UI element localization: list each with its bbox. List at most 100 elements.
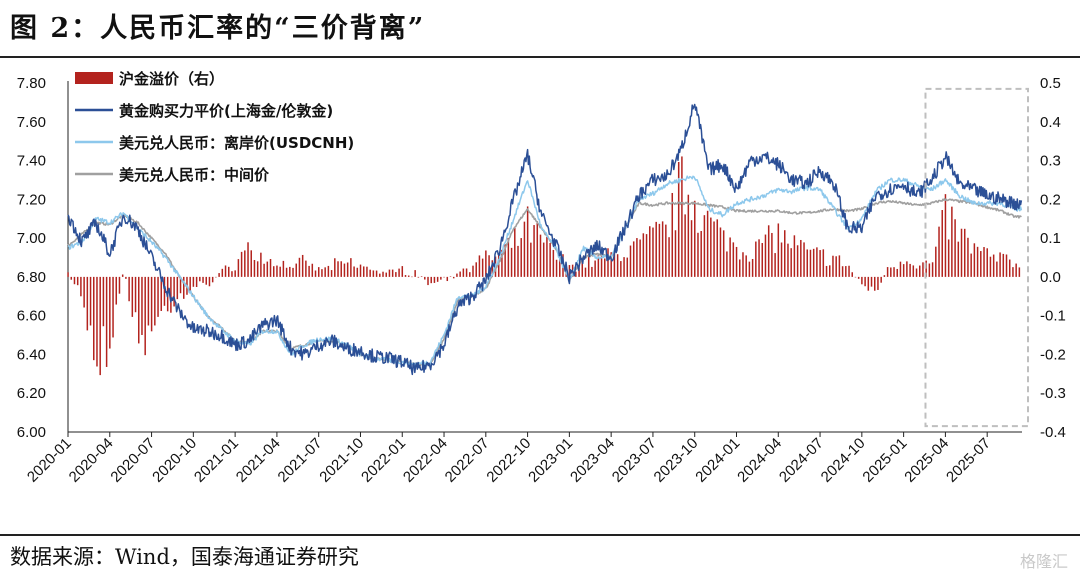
x-tick-label: 2020-07 [107,435,158,486]
premium-bar [739,259,741,277]
premium-bar [973,243,976,277]
premium-bar [613,249,616,277]
x-tick-label: 2025-04 [901,435,952,486]
premium-bar [433,276,436,283]
premium-bar [719,227,722,277]
premium-bar [861,276,863,285]
premium-bar [462,268,465,277]
legend-label: 黄金购买力平价(上海金/伦敦金) [119,102,333,120]
right-tick-label: 0.1 [1040,230,1061,247]
premium-bar [935,246,937,277]
premium-bar [382,271,384,277]
premium-bar [73,276,76,285]
left-tick-label: 6.60 [17,308,46,325]
premium-bar [790,248,792,277]
premium-bar [931,262,934,277]
premium-bar [424,276,426,280]
premium-bar [967,237,969,277]
premium-bar [690,220,693,277]
premium-bar [350,258,352,277]
premium-bar [947,239,950,277]
premium-bar [523,221,526,277]
premium-bar [591,266,593,277]
premium-bar [713,221,715,277]
x-tick-label: 2022-04 [400,435,451,486]
premium-bar [722,230,725,277]
premium-bar [285,267,288,277]
premium-bar [1008,259,1011,277]
premium-bar [777,223,780,277]
premium-bar [379,273,381,277]
premium-bar [652,227,654,277]
premium-bar [899,261,902,277]
premium-bar [398,268,400,277]
premium-bar [546,237,548,277]
x-tick-label: 2024-04 [734,435,785,486]
premium-bar [125,276,127,279]
premium-bar [134,276,137,313]
premium-bar [372,270,375,277]
premium-bar [317,267,320,277]
premium-bar [414,270,416,277]
premium-bar [449,276,452,278]
premium-bar [915,268,918,277]
premium-bar [391,269,394,277]
premium-bar [976,246,979,277]
premium-bar [118,276,121,294]
premium-bar [67,272,69,277]
premium-bar [819,250,821,277]
premium-bar [247,242,249,277]
premium-bar [205,276,207,285]
premium-bar [321,269,323,277]
premium-bar [983,247,985,277]
premium-bar [581,258,584,277]
premium-bar [517,245,519,277]
premium-bar [886,267,889,277]
premium-bar [951,206,953,277]
x-tick-label: 2022-07 [442,435,493,486]
premium-bar [832,255,834,277]
premium-bar [867,276,870,291]
right-tick-label: -0.3 [1040,385,1066,402]
left-axis-ticks: 6.00 6.20 6.40 6.60 6.80 7.00 7.20 7.40 7.60 7.80 [17,75,46,441]
premium-bar [822,249,825,277]
x-axis-ticks: 2020-012020-042020-072020-102021-012021-… [24,432,994,486]
premium-bar [607,248,609,277]
premium-bar [404,275,407,277]
premium-bar [854,276,857,278]
premium-bar [774,253,776,277]
premium-bar [970,253,972,277]
premium-bar [960,228,963,277]
x-tick-label: 2021-04 [233,435,284,486]
chart-axes [67,81,1022,433]
premium-bar [629,245,632,277]
premium-bar [452,276,455,279]
premium-bar [475,262,477,277]
premium-bar [623,257,625,277]
watermark-logo: 格隆汇 [1019,552,1068,571]
premium-bar [93,276,95,361]
legend-label: 沪金溢价（右） [119,70,224,88]
left-tick-label: 7.60 [17,114,46,131]
premium-bar [536,221,539,277]
premium-bar [954,219,956,277]
premium-bar [980,251,982,277]
premium-bar [282,260,285,277]
premium-bar [131,276,134,317]
premium-bar [195,276,198,287]
premium-bar [902,264,905,277]
premium-bar [780,242,783,277]
premium-bar [684,214,686,277]
premium-bar [109,276,111,349]
premium-bar [289,266,291,277]
premium-bar [218,273,220,277]
premium-bar [208,276,211,287]
premium-bar [157,276,159,317]
premium-bar [803,242,805,277]
premium-bar [922,262,924,277]
premium-bar [436,276,439,282]
premium-bar [147,276,150,326]
premium-bar [597,253,600,277]
premium-bar [144,276,146,356]
